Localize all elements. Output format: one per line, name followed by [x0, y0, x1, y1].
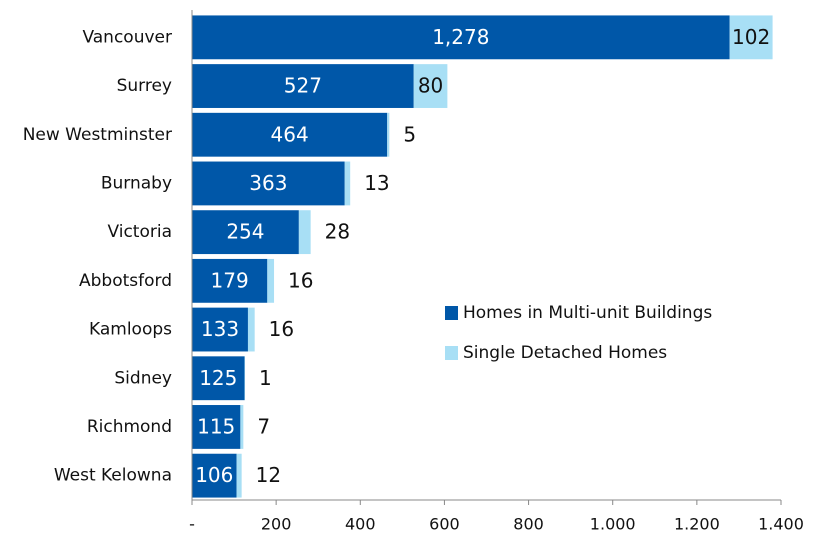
bar	[192, 307, 248, 352]
bar	[236, 453, 242, 498]
bar	[344, 161, 351, 206]
bar	[729, 15, 773, 60]
y-tick-label: Abbotsford	[79, 271, 172, 291]
data-label: 28	[325, 220, 350, 244]
bar	[192, 258, 268, 303]
bar	[192, 15, 730, 60]
y-tick-label: Surrey	[117, 76, 172, 96]
bar	[192, 356, 245, 401]
x-tick-label: 1.400	[758, 515, 804, 534]
bar	[267, 258, 275, 303]
x-tick-label: -	[189, 515, 195, 534]
bar	[192, 161, 345, 206]
y-tick-label: New Westminster	[23, 125, 172, 145]
data-label: 254	[226, 220, 264, 244]
data-label: 363	[249, 171, 287, 195]
bar	[192, 210, 299, 255]
data-label: 527	[284, 74, 322, 98]
x-tick-label: 1.000	[590, 515, 636, 534]
bar	[192, 453, 237, 498]
data-label: 179	[211, 268, 249, 292]
data-label: 16	[269, 317, 294, 341]
bar	[192, 112, 388, 157]
bar	[240, 405, 244, 449]
legend-swatch	[445, 346, 458, 360]
data-label: 7	[257, 414, 270, 438]
bar	[192, 405, 241, 449]
data-label: 106	[195, 463, 233, 487]
data-label: 1,278	[432, 25, 489, 49]
x-tick-label: 600	[429, 515, 460, 534]
y-tick-label: Vancouver	[82, 27, 172, 47]
data-label: 13	[364, 171, 389, 195]
data-label: 115	[197, 414, 235, 438]
data-label: 102	[732, 25, 770, 49]
bar	[413, 64, 448, 108]
data-label: 1	[259, 366, 272, 390]
legend-label: Homes in Multi-unit Buildings	[463, 303, 712, 323]
x-tick-label: 1.200	[674, 515, 720, 534]
data-label: 5	[403, 122, 416, 146]
x-tick-label: 200	[261, 515, 292, 534]
bar	[247, 307, 255, 352]
data-label: 464	[271, 122, 309, 146]
y-tick-label: Kamloops	[89, 320, 172, 340]
data-label: 12	[256, 463, 281, 487]
y-tick-label: Richmond	[87, 417, 172, 437]
y-tick-label: Burnaby	[101, 173, 172, 193]
data-label: 133	[201, 317, 239, 341]
legend-label: Single Detached Homes	[463, 343, 667, 363]
x-tick-label: 800	[513, 515, 544, 534]
legend-swatch	[445, 306, 458, 320]
y-tick-label: Victoria	[107, 222, 172, 242]
x-tick-label: 400	[345, 515, 376, 534]
data-label: 125	[199, 366, 237, 390]
bar	[298, 210, 311, 255]
data-label: 16	[288, 268, 313, 292]
data-label: 80	[418, 74, 443, 98]
bar	[387, 112, 390, 157]
y-tick-label: West Kelowna	[54, 466, 172, 486]
bar	[192, 64, 414, 108]
y-tick-label: Sidney	[114, 368, 172, 388]
